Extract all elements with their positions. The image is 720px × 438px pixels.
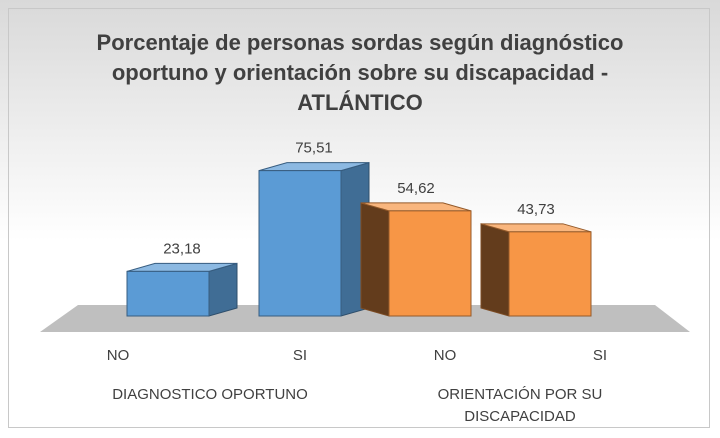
value-label: 43,73 [517,201,555,218]
bar-side [360,202,390,317]
value-label: 75,51 [295,140,333,157]
bar-side [208,262,238,317]
bar [258,170,342,317]
value-label: 23,18 [163,240,201,257]
group-label: ORIENTACIÓN POR SU DISCAPACIDAD [437,386,603,425]
x-tick-label: NO [107,347,130,364]
bar [508,231,592,317]
group-label: DIAGNOSTICO OPORTUNO [112,386,308,403]
value-label: 54,62 [397,180,435,197]
chart-title: Porcentaje de personas sordas según diag… [96,30,624,115]
x-tick-label: NO [434,347,457,364]
x-tick-label: SI [293,347,307,364]
bar [126,270,210,317]
bar-side [480,223,510,317]
bar [388,210,472,317]
x-tick-label: SI [593,347,607,364]
chart-frame [8,8,710,428]
